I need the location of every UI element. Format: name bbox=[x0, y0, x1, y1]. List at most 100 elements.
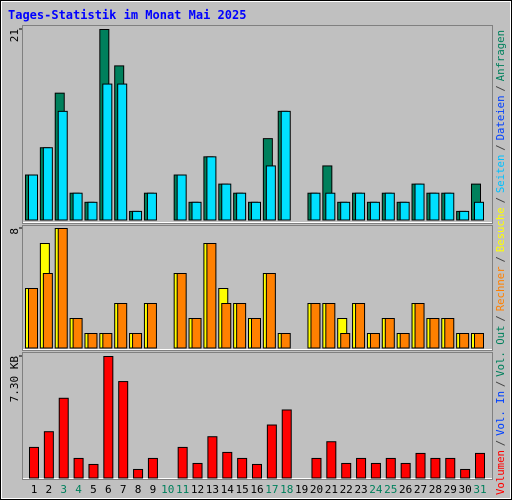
x-tick-label: 22 bbox=[340, 483, 353, 496]
bar bbox=[103, 356, 114, 479]
bar bbox=[310, 303, 321, 349]
bar bbox=[251, 318, 261, 349]
bar bbox=[29, 446, 39, 479]
y-tick-label: 8 bbox=[8, 228, 21, 235]
bar bbox=[102, 333, 113, 349]
bar bbox=[429, 192, 440, 221]
x-tick-label: 13 bbox=[206, 483, 219, 496]
bar bbox=[460, 468, 471, 479]
bar bbox=[176, 273, 187, 349]
bar bbox=[88, 463, 99, 479]
x-tick-label: 6 bbox=[105, 483, 112, 496]
bar bbox=[399, 201, 410, 221]
bar bbox=[355, 303, 366, 349]
x-tick-label: 12 bbox=[191, 483, 204, 496]
bar bbox=[176, 174, 187, 221]
x-tick-label: 5 bbox=[90, 483, 97, 496]
x-tick-label: 30 bbox=[459, 483, 472, 496]
bar bbox=[399, 333, 410, 349]
bar bbox=[28, 288, 38, 349]
x-tick-label: 17 bbox=[265, 483, 278, 496]
bar bbox=[281, 409, 292, 479]
bar bbox=[132, 210, 143, 221]
bar bbox=[28, 174, 38, 221]
bar bbox=[117, 83, 128, 221]
bar bbox=[474, 201, 484, 221]
bar bbox=[326, 441, 337, 479]
x-tick-label: 1 bbox=[31, 483, 38, 496]
bar bbox=[459, 210, 470, 221]
x-tick-label: 25 bbox=[384, 483, 397, 496]
legend-separator: / bbox=[494, 144, 507, 150]
bar bbox=[72, 192, 83, 221]
bar bbox=[207, 436, 218, 479]
bar bbox=[222, 451, 233, 479]
bar bbox=[459, 333, 470, 349]
legend-separator: / bbox=[494, 381, 507, 387]
bar bbox=[118, 381, 129, 479]
bar bbox=[72, 318, 83, 349]
bar bbox=[221, 183, 232, 221]
bar bbox=[445, 457, 456, 479]
x-tick-label: 31 bbox=[473, 483, 486, 496]
x-tick-label: 18 bbox=[280, 483, 293, 496]
x-tick-label: 28 bbox=[429, 483, 442, 496]
bar bbox=[355, 192, 366, 221]
bar bbox=[341, 462, 352, 479]
y-tick-label: 7.30 KB bbox=[8, 356, 21, 403]
bar bbox=[177, 446, 188, 479]
x-tick-label: 29 bbox=[444, 483, 457, 496]
legend-entry: Vol. Out bbox=[494, 325, 507, 376]
bar bbox=[385, 457, 396, 479]
bar bbox=[236, 303, 247, 349]
bar bbox=[73, 457, 84, 479]
bar bbox=[133, 468, 144, 479]
bar bbox=[384, 318, 395, 349]
legend-separator: / bbox=[494, 197, 507, 203]
bar bbox=[251, 201, 261, 221]
bar bbox=[280, 110, 291, 221]
legend-entry: Dateien bbox=[494, 96, 507, 141]
x-tick-label: 14 bbox=[221, 483, 235, 496]
bar bbox=[325, 192, 336, 221]
legend-entry: Anfragen bbox=[494, 30, 507, 81]
bar bbox=[147, 457, 158, 479]
legend-entry: Volumen bbox=[494, 450, 507, 495]
bar bbox=[414, 303, 425, 349]
bar bbox=[369, 333, 380, 349]
bar bbox=[42, 273, 53, 349]
bar bbox=[369, 201, 380, 221]
bar bbox=[58, 397, 69, 479]
x-tick-label: 15 bbox=[236, 483, 249, 496]
legend-separator: / bbox=[494, 440, 507, 446]
bar bbox=[57, 110, 68, 221]
bar bbox=[191, 201, 202, 221]
legend: Volumen / Vol. In / Vol. Out / Rechner / Besuche… bbox=[494, 30, 507, 495]
x-tick-label: 7 bbox=[120, 483, 127, 496]
bar bbox=[415, 452, 426, 479]
bar bbox=[280, 333, 291, 349]
bar bbox=[42, 147, 53, 221]
bar bbox=[132, 333, 143, 349]
bar bbox=[265, 273, 276, 349]
bar bbox=[146, 192, 157, 221]
legend-entry: Besuche bbox=[494, 207, 507, 252]
plot-area bbox=[22, 352, 493, 480]
bar bbox=[444, 318, 455, 349]
bar bbox=[400, 462, 411, 479]
bar bbox=[191, 318, 202, 349]
x-tick-label: 20 bbox=[310, 483, 323, 496]
legend-separator: / bbox=[494, 256, 507, 262]
bar bbox=[252, 463, 262, 479]
bar bbox=[236, 192, 247, 221]
x-tick-label: 8 bbox=[135, 483, 142, 496]
bar bbox=[444, 192, 455, 221]
bar bbox=[384, 192, 395, 221]
x-tick-label: 10 bbox=[161, 483, 174, 496]
bar bbox=[221, 303, 232, 349]
bar bbox=[370, 462, 381, 479]
legend-separator: / bbox=[494, 85, 507, 91]
x-tick-label: 19 bbox=[295, 483, 308, 496]
